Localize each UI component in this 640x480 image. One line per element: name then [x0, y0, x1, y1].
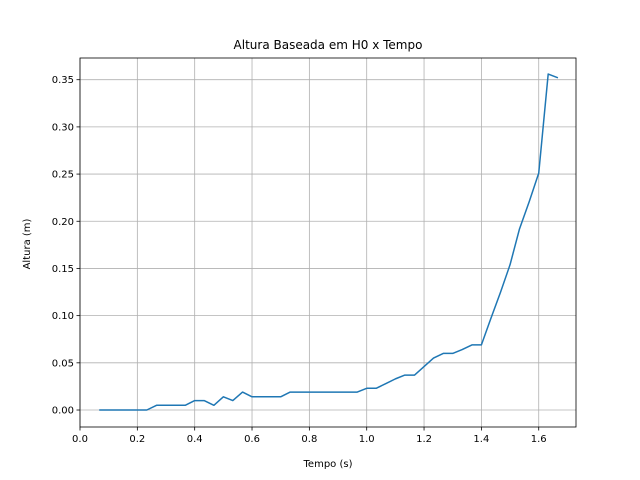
y-tick-label: 0.35 [52, 75, 74, 86]
x-tick-label: 0.4 [187, 434, 203, 445]
x-tick-label: 1.0 [359, 434, 375, 445]
y-tick-label: 0.20 [52, 217, 74, 228]
x-axis-label: Tempo (s) [303, 459, 353, 470]
y-axis-ticks: 0.00 0.05 0.10 0.15 0.20 0.25 0.30 0.35 [52, 75, 80, 417]
y-axis-label: Altura (m) [22, 218, 33, 269]
x-tick-label: 1.4 [473, 434, 489, 445]
x-tick-label: 0.0 [72, 434, 88, 445]
grid [79, 58, 576, 427]
y-tick-label: 0.10 [52, 311, 74, 322]
x-tick-label: 0.2 [129, 434, 145, 445]
y-tick-label: 0.00 [52, 406, 74, 417]
axes-frame [79, 57, 577, 428]
x-tick-label: 0.8 [301, 434, 317, 445]
y-tick-label: 0.05 [52, 358, 74, 369]
series-line [99, 73, 559, 411]
y-tick-label: 0.30 [52, 122, 74, 133]
y-tick-label: 0.25 [52, 170, 74, 181]
x-tick-label: 1.2 [416, 434, 432, 445]
chart-title: Altura Baseada em H0 x Tempo [234, 38, 423, 52]
y-tick-label: 0.15 [52, 264, 74, 275]
x-tick-label: 1.6 [531, 434, 547, 445]
plot-lines [99, 73, 559, 411]
x-tick-label: 0.6 [244, 434, 260, 445]
x-axis-ticks: 0.0 0.2 0.4 0.6 0.8 1.0 1.2 1.4 1.6 [72, 427, 547, 445]
